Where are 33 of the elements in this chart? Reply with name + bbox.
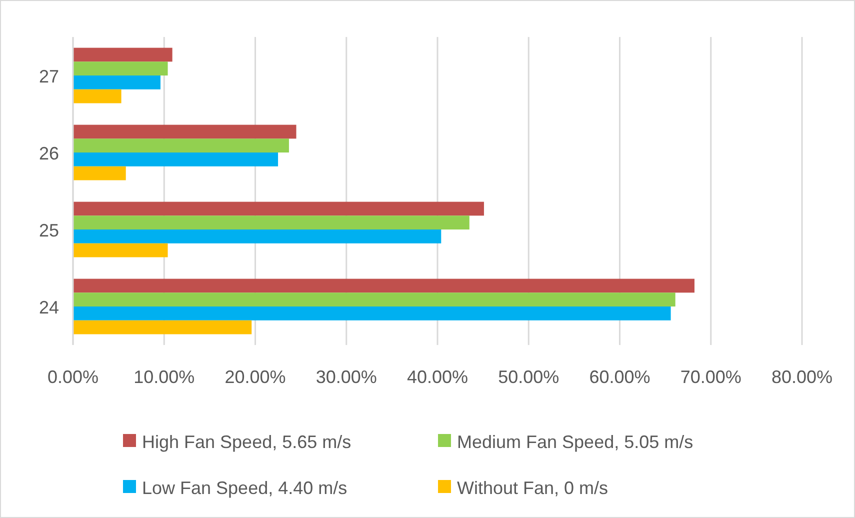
x-tick-label: 60.00% bbox=[589, 367, 650, 387]
x-tick-label: 40.00% bbox=[406, 367, 468, 387]
bar bbox=[73, 138, 289, 152]
bar bbox=[73, 166, 126, 180]
x-tick-label: 30.00% bbox=[316, 367, 377, 387]
legend-label: Low Fan Speed, 4.40 m/s bbox=[142, 478, 348, 498]
bar bbox=[73, 292, 676, 306]
bar bbox=[73, 48, 172, 62]
y-tick-label: 24 bbox=[38, 298, 59, 318]
y-tick-label: 26 bbox=[38, 144, 59, 164]
bar bbox=[73, 306, 671, 320]
bar bbox=[73, 62, 168, 76]
bar bbox=[73, 202, 484, 216]
bar bbox=[73, 230, 442, 244]
bar bbox=[73, 152, 278, 166]
legend-label: Medium Fan Speed, 5.05 m/s bbox=[457, 432, 694, 452]
bar bbox=[73, 76, 160, 90]
y-tick-label: 27 bbox=[38, 66, 59, 86]
legend-label: Without Fan, 0 m/s bbox=[457, 478, 608, 498]
x-tick-label: 80.00% bbox=[771, 367, 833, 387]
x-tick-label: 70.00% bbox=[680, 367, 742, 387]
bar bbox=[73, 278, 694, 293]
x-tick-label: 0.00% bbox=[47, 367, 99, 387]
bar bbox=[73, 216, 470, 230]
legend-label: High Fan Speed, 5.65 m/s bbox=[142, 432, 352, 452]
bar bbox=[73, 89, 122, 104]
bar bbox=[73, 124, 296, 139]
x-tick-label: 20.00% bbox=[224, 367, 286, 387]
bar bbox=[73, 320, 252, 334]
x-tick-label: 50.00% bbox=[498, 367, 560, 387]
bar bbox=[73, 243, 168, 258]
x-tick-label: 10.00% bbox=[134, 367, 195, 387]
y-tick-label: 25 bbox=[38, 220, 59, 240]
